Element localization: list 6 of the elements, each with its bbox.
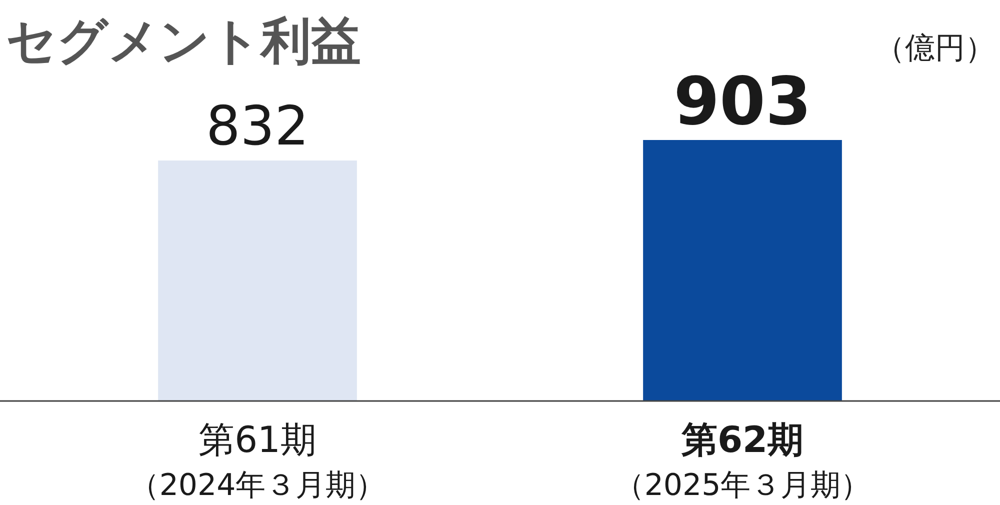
chart-title: セグメント利益 xyxy=(6,12,361,70)
data-label: 832 xyxy=(206,94,310,158)
y-axis-title: （億円） xyxy=(875,31,995,66)
x-tick-label: 第62期（2025年３月期） xyxy=(614,420,871,503)
x-tick-label: 第61期（2024年３月期） xyxy=(129,420,386,503)
data-label: 903 xyxy=(674,63,812,140)
